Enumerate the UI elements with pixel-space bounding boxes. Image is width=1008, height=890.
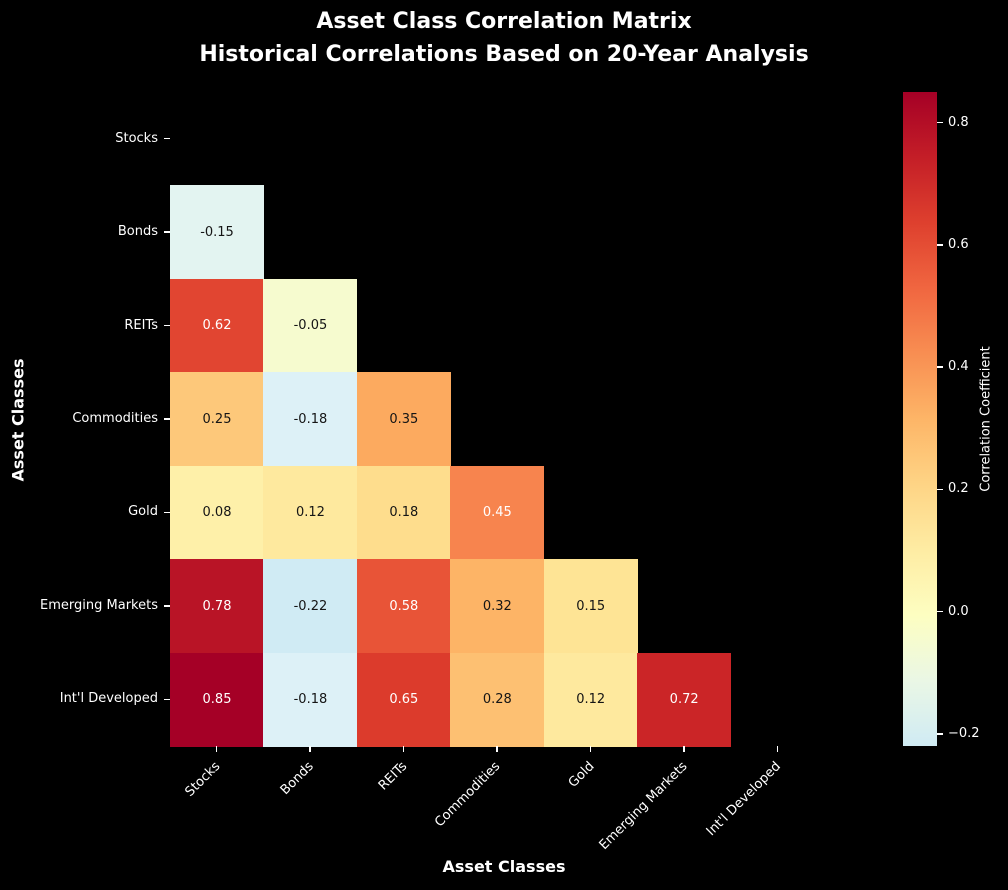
heatmap-cell: 0.25 [170,372,265,467]
colorbar-tick-mark [937,610,943,613]
colorbar-tick-label: 0.8 [948,114,969,130]
y-tick-mark [164,137,170,140]
cell-value: -0.18 [293,692,328,708]
cell-value: 0.12 [576,692,606,708]
x-tick-mark [309,746,311,752]
cell-value: 0.72 [669,692,699,708]
cell-value: 0.08 [202,505,232,521]
y-tick-mark [164,511,170,514]
y-axis-tick-label: Stocks [115,130,158,146]
cell-value: 0.32 [482,598,512,614]
colorbar-tick-mark [937,733,943,735]
heatmap-cell: 0.35 [356,372,451,467]
y-axis-tick-label: Gold [128,504,158,520]
heatmap-cell: -0.18 [263,652,358,747]
x-axis-tick-label: Bonds [277,759,317,798]
x-tick-mark [402,746,405,752]
cell-value: 0.62 [202,318,232,334]
cell-value: 0.25 [202,411,232,427]
heatmap-cell: 0.28 [450,652,545,747]
heatmap-cell: 0.45 [450,465,545,560]
cell-value: 0.78 [202,598,232,614]
x-axis-tick-label: Stocks [182,759,224,800]
cell-value: 0.58 [389,598,419,614]
heatmap-cell: 0.12 [263,465,358,560]
cell-value: -0.18 [293,411,328,427]
heatmap-cell: 0.85 [170,652,265,747]
x-axis-tick-label: Gold [565,759,598,791]
x-tick-mark [215,746,218,752]
colorbar-tick-mark [937,488,943,491]
heatmap-cell: 0.65 [356,652,451,747]
heatmap-cell: -0.15 [170,185,265,280]
heatmap-cell: 0.18 [356,465,451,560]
heatmap-cell: 0.12 [543,652,638,747]
x-axis-tick-label: Commodities [432,759,504,831]
colorbar-tick-label: −0.2 [948,725,980,741]
cell-value: 0.35 [389,411,419,427]
colorbar-tick-mark [937,121,943,124]
colorbar-tick-mark [937,244,943,246]
colorbar-gradient [903,92,937,746]
cell-value: 0.15 [576,598,606,614]
colorbar-tick-label: 0.2 [948,481,969,497]
heatmap-cell: 0.08 [170,465,265,560]
y-tick-mark [164,698,170,701]
x-axis-title: Asset Classes [442,857,566,876]
heatmap-cell: -0.18 [263,372,358,467]
colorbar-tick-label: 0.0 [948,603,969,619]
x-axis-tick-label: Emerging Markets [596,759,691,854]
heatmap-cell: 0.15 [543,559,638,654]
heatmap-cell: 0.32 [450,559,545,654]
y-axis-tick-label: REITs [124,317,158,333]
heatmap-cell: -0.05 [263,278,358,373]
cell-value: 0.12 [295,505,325,521]
y-axis-tick-label: Emerging Markets [40,597,158,613]
cell-value: -0.15 [200,224,234,240]
colorbar-title: Correlation Coefficient [978,346,994,492]
heatmap-cell: 0.78 [170,559,265,654]
cell-value: 0.18 [389,505,419,521]
y-axis-tick-label: Commodities [72,411,158,426]
cell-value: 0.45 [482,505,512,521]
y-axis-tick-label: Int'l Developed [59,691,158,707]
chart-title-line1: Asset Class Correlation Matrix [316,9,692,34]
colorbar-tick-mark [937,366,943,368]
y-tick-mark [164,418,170,420]
heatmap-cell: -0.22 [263,559,358,654]
colorbar-tick-label: 0.4 [948,359,969,375]
cell-value: -0.22 [293,598,328,614]
cell-value: 0.28 [482,692,512,708]
heatmap-cell: 0.72 [637,652,732,747]
chart-title-line2: Historical Correlations Based on 20-Year… [199,42,809,67]
x-axis-tick-label: REITs [375,759,411,794]
cell-value: 0.85 [202,692,232,708]
colorbar-tick-label: 0.6 [948,236,969,252]
y-tick-mark [164,231,170,233]
cell-value: -0.05 [293,318,328,334]
x-axis-tick-label: Int'l Developed [703,759,784,840]
y-axis-tick-label: Bonds [117,224,158,240]
x-tick-mark [776,746,779,752]
cell-value: 0.65 [389,692,419,708]
heatmap-cell: 0.62 [170,278,265,373]
x-tick-mark [589,746,592,752]
x-tick-mark [496,746,498,752]
heatmap: -0.15 0.62 -0.05 0.25 -0.18 0.35 0.08 0.12 0.18 0… [170,92,824,747]
y-axis-title: Asset Classes [8,358,28,482]
x-tick-mark [683,746,685,752]
y-tick-mark [164,324,170,327]
y-tick-mark [164,605,170,607]
heatmap-cell: 0.58 [356,559,451,654]
